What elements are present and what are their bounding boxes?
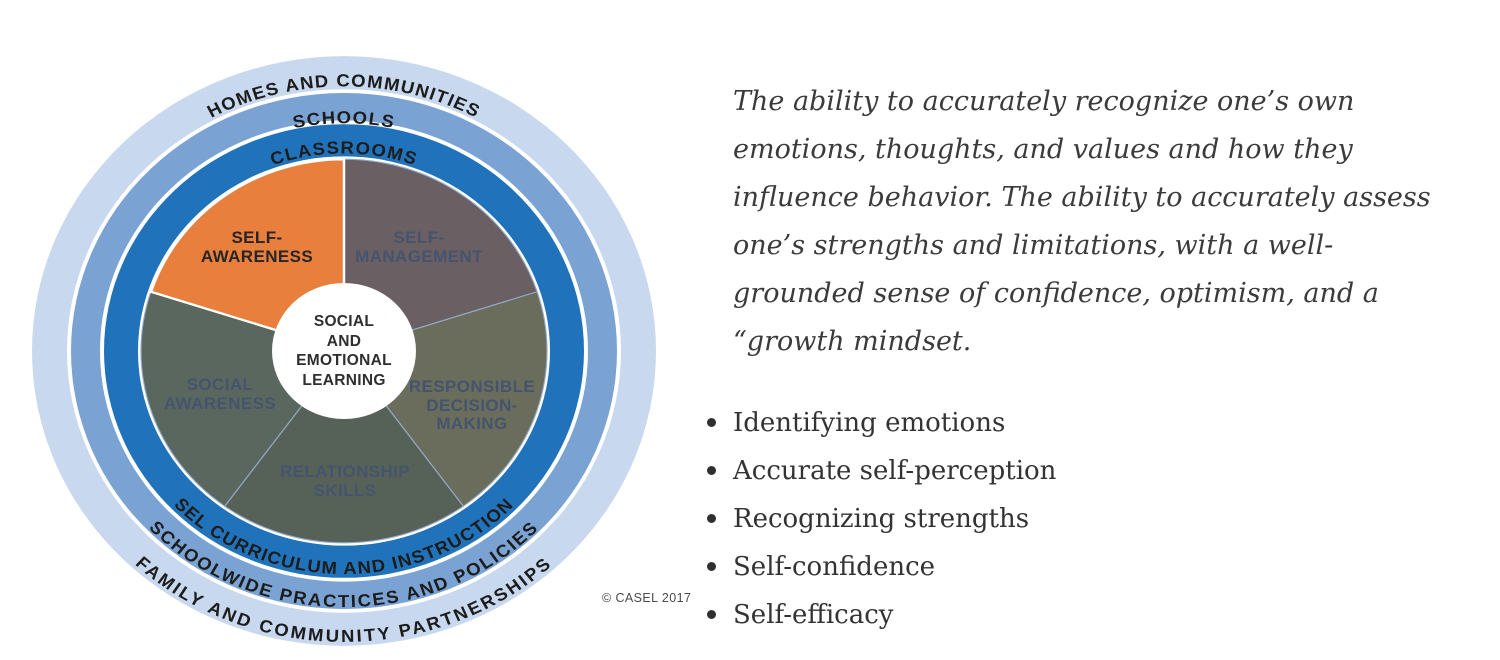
wheel-center-circle <box>272 282 416 420</box>
list-item: Accurate self-perception <box>707 447 1500 495</box>
bullet-icon <box>707 466 716 475</box>
wedge-label-line: AWARENESS <box>200 246 314 266</box>
definition-paragraph: The ability to accurately recognize one’… <box>733 78 1500 366</box>
bullet-icon <box>707 610 716 619</box>
center-label-line: EMOTIONAL <box>296 352 392 369</box>
wedge-label-line: DECISION- <box>426 395 518 415</box>
wedge-label-line: AWARENESS <box>163 393 277 413</box>
wedge-label-line: SOCIAL <box>186 375 254 394</box>
definition-panel: The ability to accurately recognize one’… <box>707 78 1500 639</box>
wedge-label-line: RELATIONSHIP <box>279 462 411 481</box>
wedge-label-line: SELF- <box>393 228 445 247</box>
wedge-label-relationship-skills: RELATIONSHIP SKILLS <box>260 462 430 500</box>
list-item: Identifying emotions <box>707 399 1500 447</box>
wheel-center-label: SOCIAL AND EMOTIONAL LEARNING <box>259 312 429 390</box>
center-label-line: LEARNING <box>302 371 386 389</box>
wedge-relationship-skills <box>223 350 465 544</box>
paragraph-line: influence behavior. The ability to accur… <box>733 182 1431 213</box>
wedge-label-line: SELF- <box>231 228 283 247</box>
wedge-label-self-awareness: SELF- AWARENESS <box>172 228 342 266</box>
paragraph-line: one’s strengths and limitations, with a … <box>733 230 1334 261</box>
wedge-label-line: SKILLS <box>313 480 377 500</box>
casel-credit: © CASEL 2017 <box>602 591 692 605</box>
wedge-label-line: RESPONSIBLE <box>408 377 536 396</box>
list-item-text: Accurate self-perception <box>733 456 1057 486</box>
paragraph-line: “growth mindset. <box>733 326 972 357</box>
bullet-icon <box>707 562 716 571</box>
wedge-label-social-awareness: SOCIAL AWARENESS <box>135 375 305 413</box>
casel-wheel: HOMES AND COMMUNITIES SCHOOLS CLASSROOMS… <box>0 0 700 660</box>
center-label-line: AND <box>326 332 362 350</box>
wedge-label-line: MANAGEMENT <box>355 246 483 266</box>
list-item: Self-efficacy <box>707 591 1500 639</box>
bullet-icon <box>707 418 716 427</box>
wedge-label-line: MAKING <box>436 414 508 433</box>
list-item-text: Self-confidence <box>733 552 936 582</box>
list-item-text: Recognizing strengths <box>733 504 1030 534</box>
list-item-text: Identifying emotions <box>733 408 1006 438</box>
wedge-label-self-management: SELF- MANAGEMENT <box>334 228 504 266</box>
list-item: Recognizing strengths <box>707 495 1500 543</box>
center-label-line: SOCIAL <box>313 313 375 330</box>
competency-list: Identifying emotions Accurate self-perce… <box>707 399 1500 639</box>
list-item: Self-confidence <box>707 543 1500 591</box>
list-item-text: Self-efficacy <box>733 600 894 630</box>
bullet-icon <box>707 514 716 523</box>
wedge-label-responsible-decision-making: RESPONSIBLE DECISION- MAKING <box>387 377 557 434</box>
paragraph-line: grounded sense of confidence, optimism, … <box>733 278 1379 309</box>
casel-wheel-svg: HOMES AND COMMUNITIES SCHOOLS CLASSROOMS… <box>32 56 656 646</box>
paragraph-line: The ability to accurately recognize one’… <box>733 86 1355 117</box>
paragraph-line: emotions, thoughts, and values and how t… <box>733 134 1353 165</box>
